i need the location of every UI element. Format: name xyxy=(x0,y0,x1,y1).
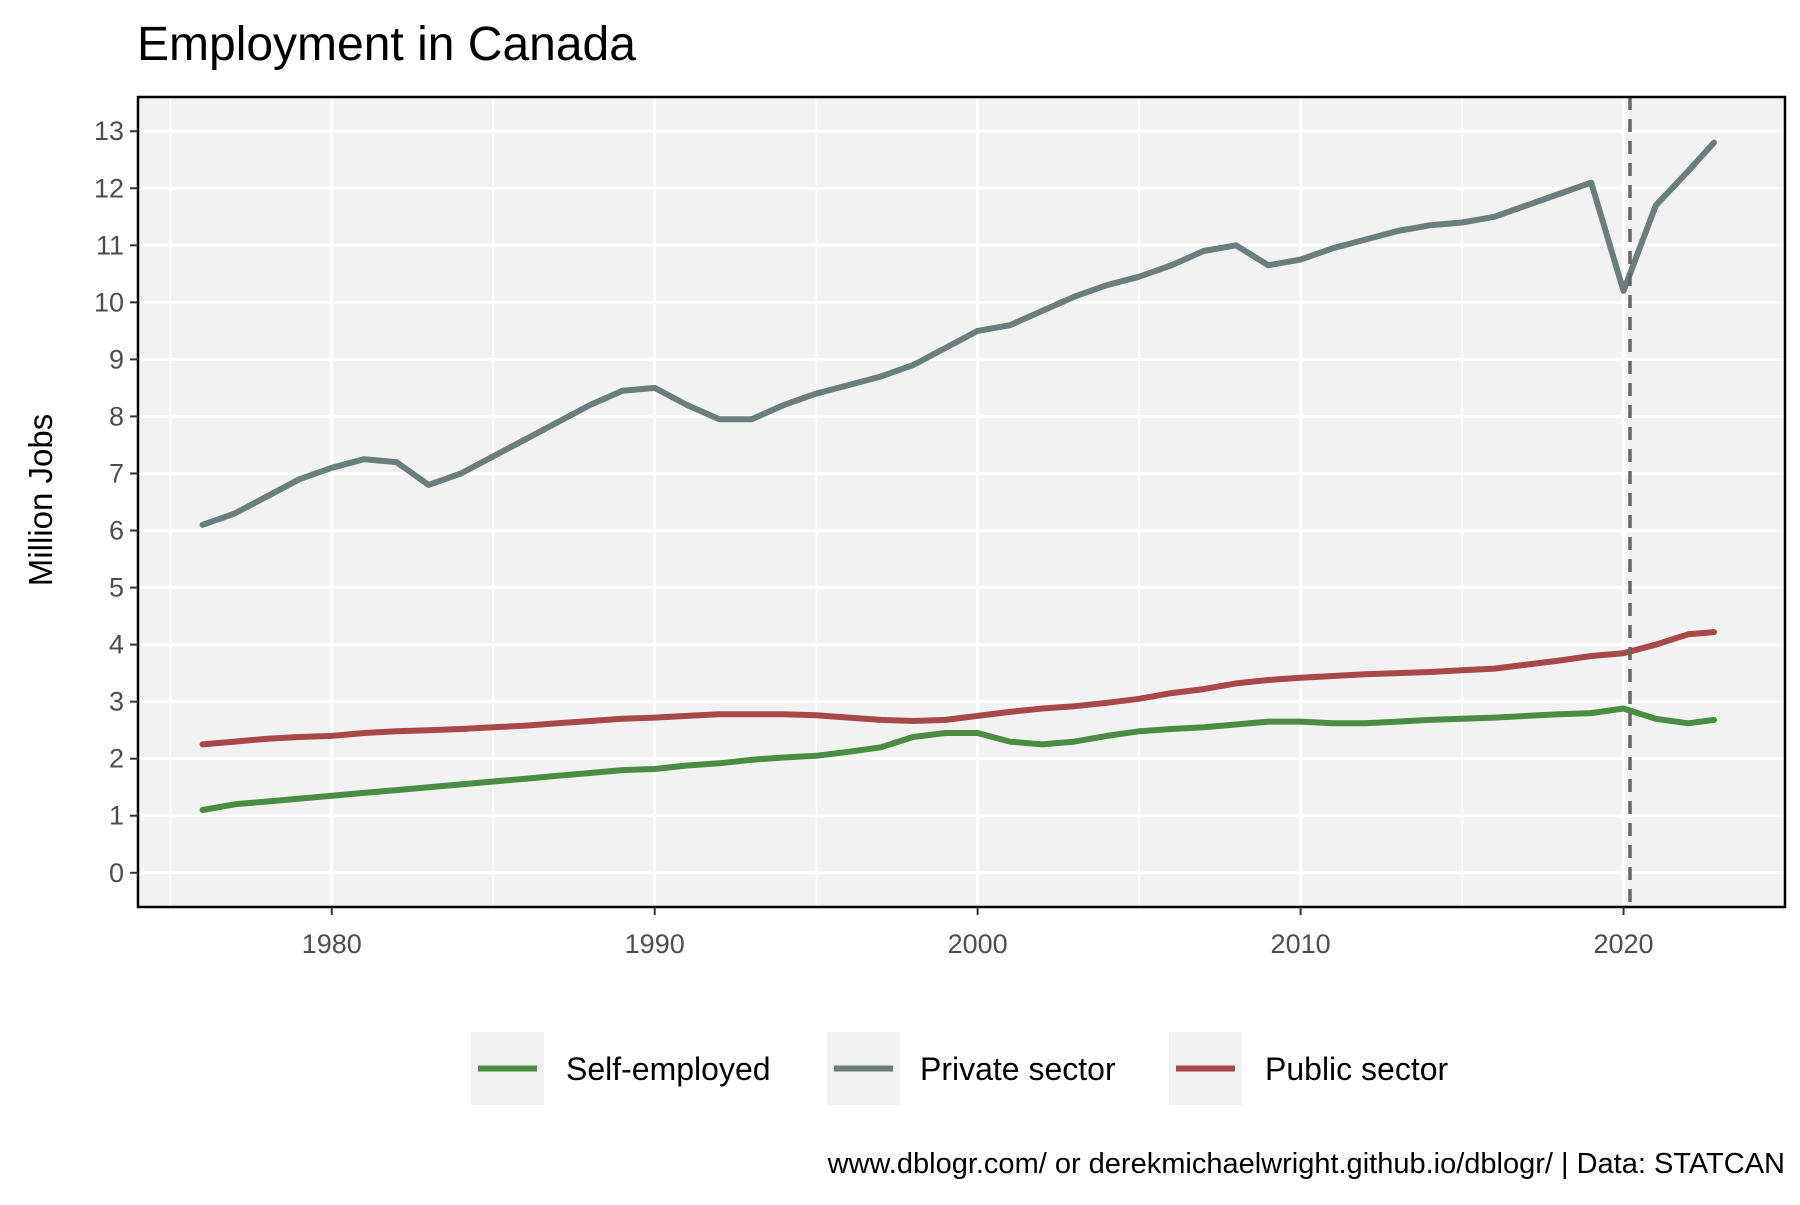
chart-title: Employment in Canada xyxy=(137,18,636,71)
y-tick-label: 9 xyxy=(109,344,124,374)
series-line-self-employed xyxy=(199,705,1717,813)
x-tick-label: 2020 xyxy=(1593,929,1653,959)
series-line-public-sector xyxy=(199,629,1717,748)
y-tick-label: 8 xyxy=(109,401,124,431)
y-tick-label: 3 xyxy=(109,687,124,717)
legend: Self-employed Private sector Public sector xyxy=(471,1032,1449,1105)
y-tick-label: 4 xyxy=(109,630,124,660)
y-tick-label: 11 xyxy=(96,230,124,260)
x-tick-label: 2000 xyxy=(948,929,1008,959)
plot-panel xyxy=(138,97,1785,907)
y-axis-label: Million Jobs xyxy=(22,414,59,586)
y-tick-label: 0 xyxy=(109,858,124,888)
legend-label-private-sector: Private sector xyxy=(920,1051,1116,1087)
legend-label-self-employed: Self-employed xyxy=(566,1051,771,1087)
y-tick-label: 13 xyxy=(94,116,124,146)
plot-border xyxy=(136,95,1787,909)
legend-label-public-sector: Public sector xyxy=(1265,1051,1449,1087)
y-tick-label: 10 xyxy=(94,287,124,317)
major-gridlines xyxy=(138,97,1785,907)
series-line-private-sector xyxy=(199,139,1717,528)
y-tick-label: 7 xyxy=(109,458,124,488)
y-tick-label: 1 xyxy=(109,801,124,831)
x-tick-label: 1990 xyxy=(625,929,685,959)
x-tick-label: 2010 xyxy=(1271,929,1331,959)
y-tick-label: 12 xyxy=(94,173,124,203)
y-tick-label: 6 xyxy=(109,516,124,546)
y-tick-label: 2 xyxy=(109,744,124,774)
x-axis: 1980 1990 2000 2010 2020 xyxy=(302,907,1654,959)
y-tick-label: 5 xyxy=(109,573,124,603)
caption: www.dblogr.com/ or derekmichaelwright.gi… xyxy=(827,1148,1785,1180)
x-tick-label: 1980 xyxy=(302,929,362,959)
series-layer xyxy=(199,139,1717,813)
